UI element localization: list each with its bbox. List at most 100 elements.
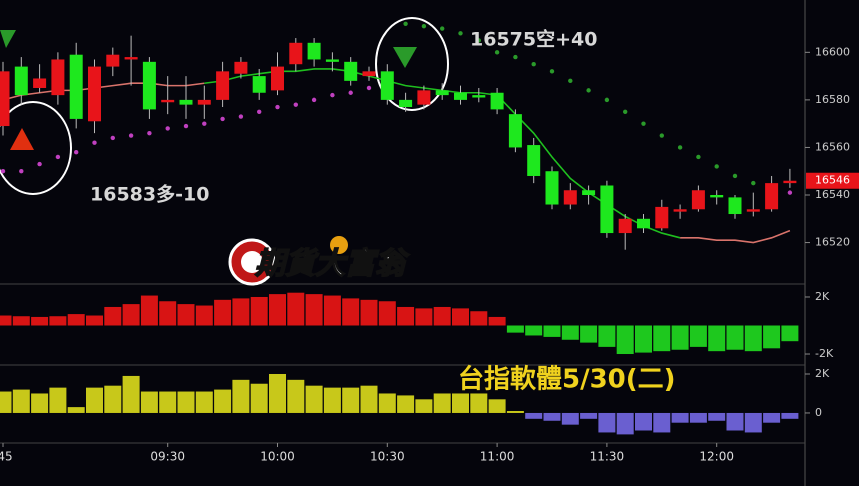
bar xyxy=(232,298,250,326)
x-tick-label: 10:30 xyxy=(370,450,405,464)
logo-coin xyxy=(330,236,348,254)
bar xyxy=(214,389,232,413)
y-tick-label: 16560 xyxy=(815,140,850,153)
candle-body xyxy=(69,54,83,119)
bar xyxy=(12,316,30,326)
bar xyxy=(781,325,799,342)
sar-dot xyxy=(696,154,701,160)
y-tick-label: 16520 xyxy=(815,236,850,249)
candle-body xyxy=(637,218,650,229)
candle-body xyxy=(88,66,101,122)
bar xyxy=(470,311,488,326)
bar xyxy=(31,393,49,413)
y-tick-label: 0 xyxy=(815,406,822,419)
x-tick-label: 09:30 xyxy=(150,450,185,464)
candle-body xyxy=(728,197,742,215)
sar-dot xyxy=(202,121,207,126)
candle-body xyxy=(106,54,120,67)
candle-body xyxy=(673,209,687,212)
candle-body xyxy=(271,66,284,91)
bar xyxy=(543,325,561,337)
bar xyxy=(67,314,85,326)
annotation: 16583多-10 xyxy=(90,183,209,206)
sar-dot xyxy=(714,164,719,169)
sar-dot xyxy=(293,102,298,107)
candle-body xyxy=(691,190,705,210)
x-tick-label: 11:30 xyxy=(590,450,625,464)
sar-dot xyxy=(348,90,353,95)
bar xyxy=(452,393,469,413)
bar xyxy=(269,373,286,413)
sar-dot xyxy=(165,126,170,131)
logo-text: 期貨大富翁 xyxy=(255,247,410,282)
bar xyxy=(708,325,726,352)
bar xyxy=(763,412,781,423)
bar xyxy=(744,325,762,352)
bar xyxy=(305,294,323,326)
sar-dot xyxy=(659,133,664,138)
y-tick-label: 16540 xyxy=(815,188,850,201)
sar-dot xyxy=(494,50,500,55)
last-price-label: 16546 xyxy=(815,174,850,187)
sar-dot xyxy=(604,97,610,103)
bar xyxy=(195,305,213,326)
bar xyxy=(31,316,49,326)
candle-body xyxy=(344,61,358,81)
buy-signal xyxy=(10,128,34,150)
bar xyxy=(616,325,634,355)
bar xyxy=(250,296,268,326)
bar xyxy=(397,306,415,326)
bar xyxy=(580,325,598,343)
bar xyxy=(159,301,177,326)
bar xyxy=(689,325,707,347)
signal-circle xyxy=(0,101,72,195)
x-tick-label: 12:00 xyxy=(699,450,734,464)
y-tick-label: -2K xyxy=(815,347,834,360)
x-tick-label: 11:00 xyxy=(480,450,515,464)
bar xyxy=(671,325,689,350)
candle-body xyxy=(600,185,614,234)
bar xyxy=(525,412,543,419)
candle-body xyxy=(783,180,797,184)
bar xyxy=(653,325,671,352)
candle-body xyxy=(527,145,541,176)
bar xyxy=(0,391,12,413)
last-price-box xyxy=(806,172,859,189)
bar xyxy=(86,315,103,326)
candle-body xyxy=(161,99,175,103)
bar xyxy=(140,391,158,413)
bar xyxy=(269,294,286,326)
sar-dot xyxy=(220,116,225,122)
annotation: 16575空+40 xyxy=(470,28,597,51)
bar xyxy=(12,389,30,413)
bar xyxy=(342,387,360,413)
bar xyxy=(360,299,378,326)
bar xyxy=(378,301,396,326)
sar-dot xyxy=(440,26,445,31)
x-tick-label: :45 xyxy=(0,450,13,464)
signal-circle xyxy=(375,17,449,111)
candle-body xyxy=(563,190,577,205)
y-tick-label: 2K xyxy=(815,290,830,303)
sar-dot xyxy=(476,38,481,43)
sar-dot xyxy=(128,133,134,138)
ma-line xyxy=(2,82,791,244)
candle-body xyxy=(362,71,376,77)
candle-body xyxy=(435,90,449,96)
candle-body xyxy=(289,42,303,65)
x-tick-label: 10:00 xyxy=(260,450,295,464)
sar-dot xyxy=(238,114,244,119)
candle-body xyxy=(746,209,760,212)
bar xyxy=(525,325,543,336)
bar xyxy=(506,411,524,413)
candle-body xyxy=(472,95,486,98)
bar xyxy=(598,412,616,433)
bar xyxy=(415,399,433,413)
bar xyxy=(744,412,762,433)
candle-body xyxy=(618,218,632,234)
candle-body xyxy=(417,90,431,105)
sar-dot xyxy=(421,23,427,29)
candle-body xyxy=(234,61,248,74)
sar-dot xyxy=(110,135,116,141)
